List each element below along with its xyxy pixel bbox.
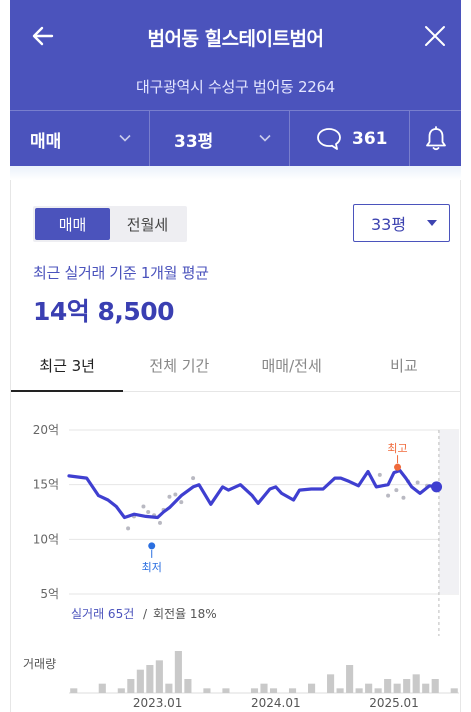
x-tick-label: 2024.01 <box>251 696 301 710</box>
tab-compare[interactable]: 비교 <box>390 357 418 375</box>
volume-bar <box>203 688 211 693</box>
trade-point <box>173 492 178 497</box>
area-label: 33평 <box>174 131 214 152</box>
price-line <box>67 468 439 520</box>
trade-count: 실거래 65건 <box>71 607 134 621</box>
stats-separator: / <box>143 607 148 621</box>
forecast-region <box>438 430 459 594</box>
volume-bar <box>260 683 268 693</box>
y-tick-label: 10억 <box>33 532 59 546</box>
y-tick-label: 5억 <box>40 587 59 601</box>
page-title: 범어동 힐스테이트범어 <box>147 28 324 50</box>
arrow-left-icon[interactable] <box>30 22 58 50</box>
comment-count: 361 <box>352 129 388 149</box>
volume-bar <box>117 688 125 693</box>
volume-bar <box>98 683 106 693</box>
high-label: 최고 <box>387 442 407 455</box>
volume-bar <box>250 688 259 693</box>
trade-type-dropdown[interactable]: 매매 <box>10 111 149 167</box>
volume-bar <box>355 688 363 693</box>
tab-recent-3y[interactable]: 최근 3년 <box>11 340 124 392</box>
volume-bar <box>269 688 278 693</box>
chevron-down-icon <box>259 134 271 142</box>
x-tick-label: 2025.01 <box>369 696 419 710</box>
volume-bar <box>374 688 382 693</box>
trade-point <box>141 504 146 509</box>
close-icon[interactable] <box>423 24 447 48</box>
trade-point <box>146 510 151 514</box>
volume-bar <box>288 688 297 693</box>
volume-label: 거래량 <box>23 657 56 671</box>
average-price: 14억 8,500 <box>33 297 175 326</box>
trade-type-label: 매매 <box>30 131 62 152</box>
high-point <box>394 463 402 471</box>
period-tabs: 최근 3년 전체 기간 매매/전세 비교 <box>11 340 460 392</box>
volume-bar <box>412 674 420 693</box>
area-select-value: 33평 <box>371 215 407 234</box>
comments-button[interactable]: 361 <box>289 111 409 167</box>
average-label: 최근 실거래 기준 1개월 평균 <box>33 264 209 282</box>
trade-point <box>377 472 382 477</box>
trade-segment: 매매 전월세 <box>33 206 187 242</box>
volume-bar <box>403 679 411 693</box>
segment-sale[interactable]: 매매 <box>35 208 110 240</box>
tab-sale-jeonse[interactable]: 매매/전세 <box>261 357 322 375</box>
trade-point <box>179 500 184 505</box>
volume-bar <box>431 679 439 693</box>
area-dropdown[interactable]: 33평 <box>149 111 289 167</box>
segment-rent[interactable]: 전월세 <box>126 215 169 234</box>
volume-bar <box>336 688 344 693</box>
trade-point <box>167 494 172 499</box>
triangle-down-icon <box>427 220 437 226</box>
header-filter-bar: 매매 33평 361 <box>10 110 461 167</box>
volume-bar <box>70 688 78 693</box>
latest-point <box>431 481 443 493</box>
volume-bar <box>146 665 154 693</box>
volume-bar <box>127 679 135 693</box>
volume-bar <box>222 688 230 693</box>
trade-point <box>158 520 162 525</box>
area-select[interactable]: 33평 <box>353 204 450 242</box>
low-point <box>148 542 156 550</box>
volume-bar <box>308 683 316 693</box>
volume-bar <box>393 683 401 693</box>
volume-bar <box>184 679 192 693</box>
trade-point <box>191 476 196 481</box>
volume-bar <box>384 679 392 693</box>
volume-bar <box>136 669 144 693</box>
address: 대구광역시 수성구 범어동 2264 <box>136 78 335 96</box>
volume-bar <box>155 660 163 693</box>
volume-bar <box>174 651 182 693</box>
volume-bar <box>422 683 430 693</box>
speech-bubble-icon <box>317 128 341 150</box>
app-header: 범어동 힐스테이트범어 대구광역시 수성구 범어동 2264 매매 33평 36… <box>10 0 461 167</box>
header-shadow <box>10 166 461 180</box>
notification-button[interactable] <box>409 111 461 167</box>
y-tick-label: 20억 <box>33 423 59 437</box>
trade-point <box>401 495 406 500</box>
turnover-rate: 회전율 18% <box>153 607 217 621</box>
chevron-down-icon <box>119 134 131 142</box>
volume-bar <box>165 683 173 693</box>
price-card: 매매 전월세 33평 최근 실거래 기준 1개월 평균 14억 8,500 최근… <box>10 180 461 712</box>
low-label: 최저 <box>142 561 162 574</box>
y-tick-label: 15억 <box>33 478 59 492</box>
volume-bar <box>346 665 354 693</box>
trade-point <box>415 480 420 485</box>
trade-point <box>386 493 391 498</box>
trade-point <box>126 526 131 531</box>
volume-bar <box>327 674 335 693</box>
tab-all-period[interactable]: 전체 기간 <box>149 357 210 375</box>
volume-bar <box>450 688 458 693</box>
bell-icon <box>425 126 446 151</box>
trade-point <box>394 488 399 493</box>
volume-bar <box>365 683 373 693</box>
x-tick-label: 2023.01 <box>133 696 183 710</box>
